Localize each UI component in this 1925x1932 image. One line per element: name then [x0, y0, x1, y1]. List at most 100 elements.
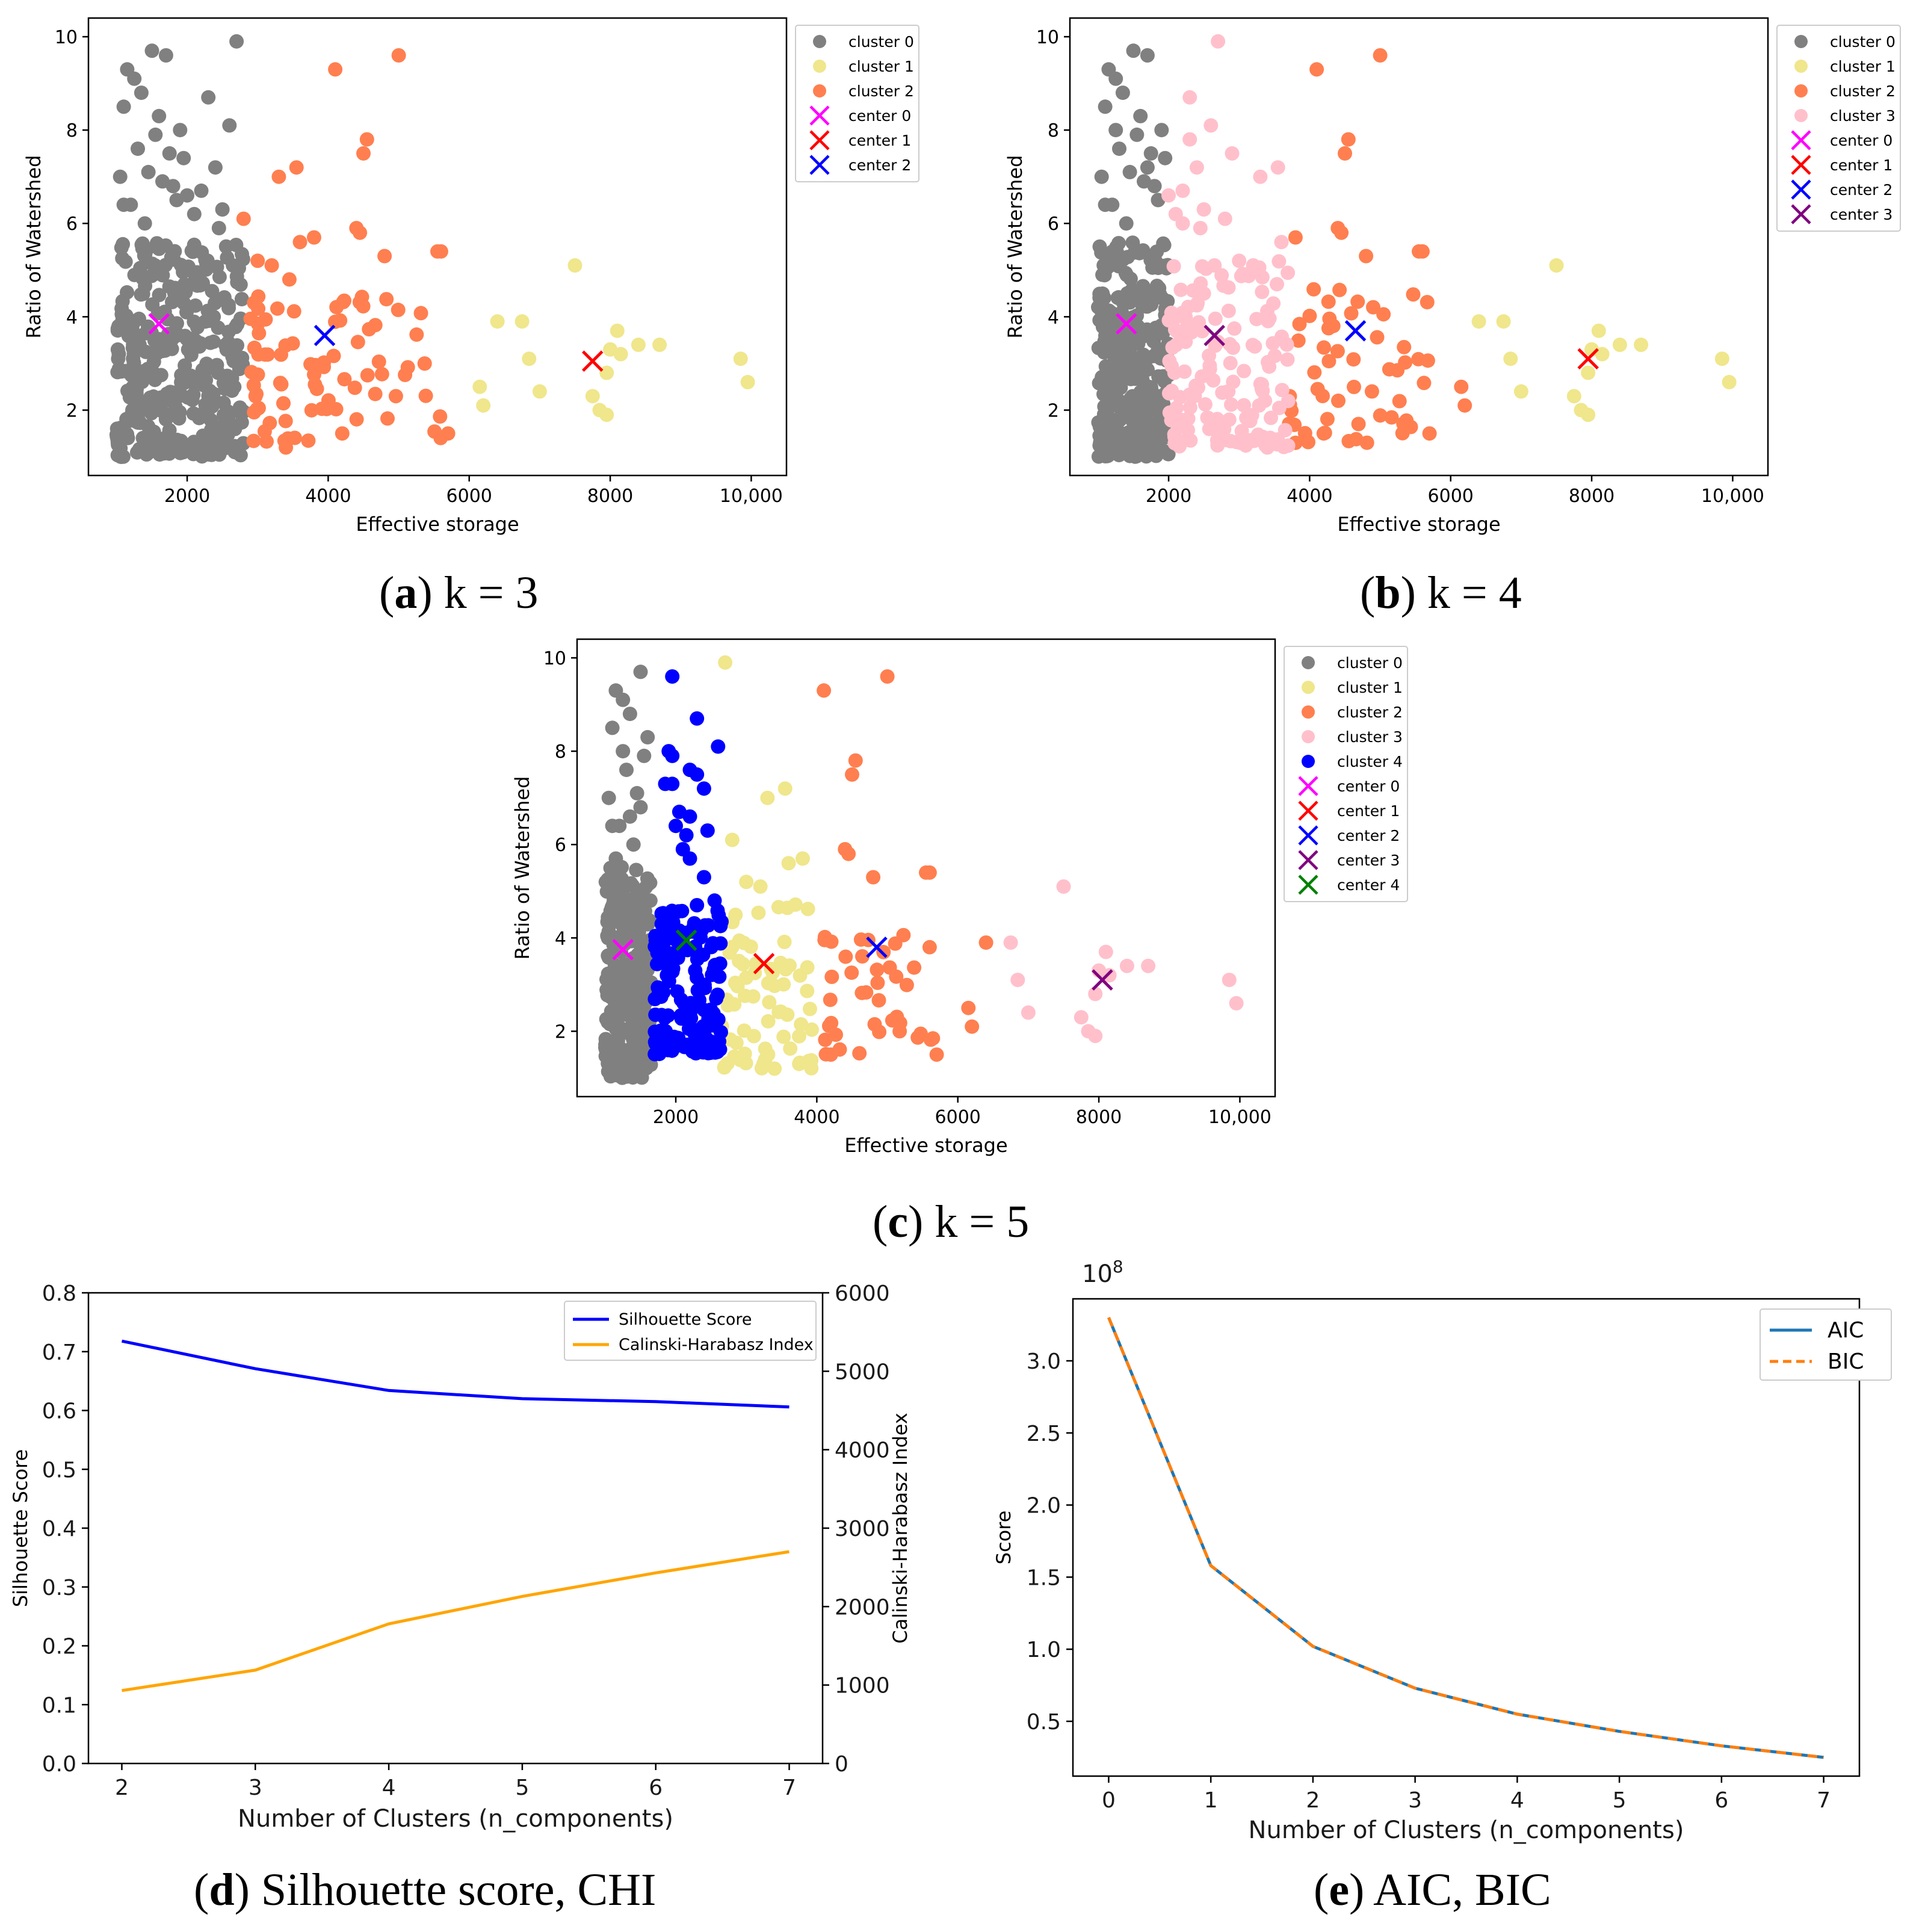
- x-tick-label: 10,000: [1208, 1107, 1271, 1128]
- point-cluster3-154: [1258, 393, 1273, 408]
- point-cluster0-3: [127, 71, 142, 86]
- point-cluster2-13: [433, 244, 448, 259]
- y-tick-label: 2.0: [1027, 1494, 1061, 1519]
- point-cluster0-362: [186, 406, 201, 421]
- point-cluster0-28: [211, 221, 226, 235]
- point-cluster1-8: [767, 1061, 782, 1076]
- point-cluster0-267: [608, 893, 623, 908]
- x-tick-label: 3: [1408, 1788, 1422, 1813]
- point-cluster0-10: [1098, 197, 1113, 212]
- point-cluster1-68: [728, 908, 743, 922]
- center-marker-center3-b: [1204, 324, 1225, 347]
- point-cluster4-176: [688, 939, 703, 954]
- point-cluster3-50: [1206, 373, 1221, 388]
- point-cluster2-4: [289, 160, 304, 175]
- point-cluster4-12: [669, 819, 683, 834]
- point-cluster3-97: [1266, 296, 1281, 311]
- point-cluster2-3: [1338, 146, 1352, 161]
- legend-dot-2: [813, 84, 826, 98]
- point-cluster3-98: [1190, 296, 1205, 311]
- y-tick-label: 0.3: [42, 1576, 76, 1600]
- point-cluster0-343: [202, 446, 217, 461]
- legend-label-4: cluster 4: [1337, 753, 1403, 770]
- point-cluster4-172: [647, 939, 663, 954]
- point-cluster1-35: [783, 1041, 798, 1056]
- point-cluster0-372: [184, 369, 199, 384]
- point-cluster0-319: [1113, 375, 1128, 390]
- point-cluster0-16: [116, 197, 131, 212]
- point-cluster2-8: [922, 865, 937, 880]
- point-cluster0-9: [201, 90, 216, 105]
- point-cluster2-31: [391, 302, 406, 317]
- point-cluster3-104: [1271, 254, 1287, 269]
- point-cluster2-69: [251, 301, 266, 316]
- x-tick-label: 8000: [1569, 486, 1614, 507]
- point-cluster1-11: [1612, 337, 1627, 352]
- point-cluster3-87: [1222, 336, 1237, 351]
- point-cluster3-118: [1167, 436, 1182, 451]
- point-cluster0-181: [643, 893, 658, 908]
- point-cluster2-6: [866, 870, 881, 885]
- point-cluster2-39: [817, 932, 832, 947]
- point-cluster3-10: [1182, 132, 1197, 147]
- point-cluster3-6: [1193, 221, 1208, 235]
- point-cluster2-27: [1392, 394, 1407, 409]
- point-cluster2-27: [896, 927, 911, 943]
- legend-dot-1: [813, 60, 826, 73]
- y-tick-label: 6: [66, 214, 78, 235]
- point-cluster2-56: [1351, 416, 1366, 432]
- x-tick-label: 4: [382, 1776, 396, 1800]
- legend-label-5: center 2: [848, 156, 911, 174]
- point-cluster2-15: [838, 949, 853, 964]
- point-cluster4-8: [665, 776, 680, 791]
- x-tick-label: 4000: [794, 1107, 839, 1128]
- point-cluster2-80: [309, 382, 324, 397]
- point-cluster1-4: [1513, 384, 1528, 399]
- point-cluster4-171: [667, 906, 682, 921]
- y-tick-label: 8: [66, 120, 78, 141]
- point-cluster4-13: [679, 828, 694, 843]
- point-cluster0-333: [126, 314, 141, 329]
- y-tick-label: 1.5: [1027, 1565, 1061, 1590]
- center-marker-center2-b: [1344, 320, 1367, 342]
- point-cluster2-12: [1454, 379, 1469, 394]
- point-cluster1-1: [490, 314, 505, 329]
- legend-box: [1776, 25, 1901, 232]
- point-cluster0-4: [1126, 43, 1141, 58]
- point-cluster4-173: [650, 989, 665, 1004]
- point-cluster0-388: [147, 258, 162, 273]
- point-cluster2-24: [270, 301, 285, 316]
- point-cluster1-24: [800, 902, 815, 917]
- point-cluster0-279: [1136, 347, 1151, 362]
- offset-exponent: 8: [1113, 1257, 1123, 1277]
- point-cluster0-273: [613, 986, 628, 1001]
- point-cluster1-78: [761, 1047, 776, 1062]
- point-cluster0-379: [140, 398, 155, 413]
- point-cluster2-32: [925, 1031, 941, 1046]
- point-cluster2-54: [244, 365, 259, 380]
- point-cluster3-139: [1173, 282, 1188, 297]
- point-cluster2-31: [844, 965, 859, 980]
- y-tick-label: 4: [555, 928, 566, 949]
- point-cluster1-7: [585, 389, 600, 404]
- point-cluster0-6: [229, 34, 244, 49]
- legend-dot-3: [1302, 730, 1315, 743]
- point-cluster2-34: [870, 962, 885, 977]
- point-cluster3-140: [1219, 433, 1234, 448]
- point-cluster3-8: [1102, 968, 1117, 983]
- y-tick-label: 6: [1048, 214, 1059, 235]
- point-cluster0-23: [194, 183, 209, 198]
- point-cluster0-278: [128, 398, 143, 413]
- y-right-axis-label: Calinski-Harabasz Index: [889, 1413, 912, 1644]
- series-cluster-3: [1161, 34, 1296, 455]
- point-cluster0-248: [1119, 402, 1134, 417]
- point-cluster0-24: [215, 202, 230, 217]
- caption-c: (c) k = 5: [873, 1197, 1029, 1247]
- point-cluster3-91: [1226, 374, 1241, 389]
- point-cluster4-0: [665, 669, 680, 684]
- point-cluster0-10: [637, 748, 652, 763]
- point-cluster2-24: [1359, 435, 1374, 450]
- point-cluster0-348: [177, 437, 192, 452]
- point-cluster2-26: [818, 1032, 833, 1047]
- series-line-1: [122, 1550, 789, 1692]
